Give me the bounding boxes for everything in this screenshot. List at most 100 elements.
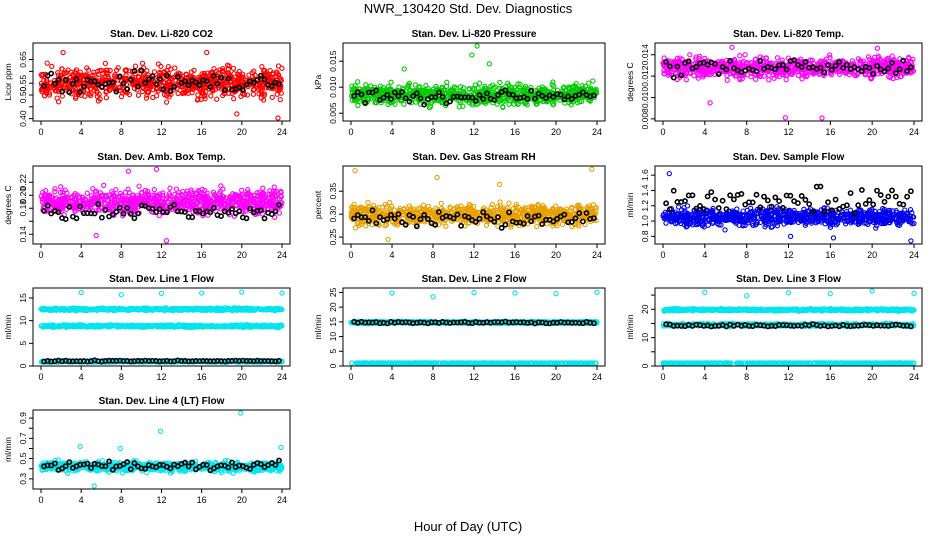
data-point	[269, 94, 275, 101]
reference-point	[163, 72, 170, 79]
outlier-point	[496, 181, 503, 188]
data-point	[81, 80, 88, 87]
reference-point	[127, 77, 134, 83]
x-tick-label: 4	[702, 127, 707, 137]
reference-point	[62, 76, 69, 83]
data-point	[98, 67, 105, 74]
reference-point	[135, 210, 141, 217]
x-tick-label: 8	[119, 250, 124, 260]
data-point	[176, 79, 182, 85]
data-point	[182, 89, 188, 96]
data-point	[278, 90, 284, 96]
data-point	[172, 65, 178, 71]
data-point	[352, 225, 359, 231]
reference-point	[41, 83, 47, 89]
panel-ylabel: kPa	[313, 74, 323, 89]
data-point	[250, 87, 257, 93]
reference-point	[62, 216, 69, 222]
data-point	[45, 86, 51, 92]
reference-point	[203, 78, 210, 85]
figure-title: NWR_130420 Std. Dev. Diagnostics	[364, 1, 573, 16]
data-point	[675, 204, 682, 210]
outlier-point	[204, 49, 210, 56]
outlier-point	[93, 232, 99, 239]
data-point	[88, 90, 94, 96]
data-point	[766, 77, 772, 83]
y-tick-label: 0.30	[328, 206, 338, 223]
reference-point	[753, 68, 760, 75]
data-point	[365, 199, 371, 206]
x-tick-label: 20	[551, 250, 561, 260]
data-point	[279, 65, 285, 71]
data-point	[663, 220, 669, 226]
data-point	[144, 86, 150, 92]
reference-point	[113, 88, 120, 95]
data-point	[226, 63, 232, 69]
reference-point	[99, 214, 105, 221]
data-point	[167, 185, 173, 191]
data-point	[534, 223, 540, 230]
reference-point	[236, 208, 243, 215]
reference-point	[182, 78, 188, 84]
outlier-point	[729, 44, 735, 50]
reference-point	[539, 221, 546, 227]
reference-point	[117, 204, 123, 211]
data-point	[85, 74, 91, 80]
x-tick-label: 24	[592, 250, 602, 260]
reference-point	[435, 209, 442, 215]
data-point	[163, 99, 170, 105]
reference-point	[268, 83, 275, 90]
data-point	[722, 227, 728, 233]
data-point	[87, 92, 94, 99]
x-tick-label: 0	[38, 250, 43, 260]
data-point	[401, 101, 407, 107]
data-point	[695, 75, 702, 81]
reference-point	[73, 215, 80, 222]
reference-point	[214, 80, 221, 87]
reference-point	[124, 86, 131, 92]
x-tick-label: 12	[469, 250, 479, 260]
data-point	[70, 71, 76, 78]
y-tick-label: 0.005	[328, 102, 338, 124]
data-point	[85, 67, 92, 73]
outlier-point	[125, 168, 132, 174]
data-point	[135, 92, 142, 98]
reference-point	[502, 221, 509, 228]
reference-point	[73, 76, 80, 83]
reference-point	[272, 208, 279, 215]
reference-point	[261, 215, 268, 222]
x-tick-label: 16	[197, 127, 207, 137]
x-tick-label: 12	[156, 250, 166, 260]
reference-point	[113, 208, 120, 215]
data-point	[752, 76, 759, 82]
data-point	[506, 200, 512, 206]
x-tick-label: 16	[197, 250, 207, 260]
outlier-point	[153, 166, 160, 172]
data-point	[231, 96, 237, 102]
data-point	[724, 77, 730, 83]
x-tick-label: 16	[510, 127, 520, 137]
reference-point	[117, 73, 123, 80]
data-points	[38, 166, 285, 244]
data-point	[355, 102, 361, 109]
data-point	[59, 93, 65, 99]
data-point	[73, 70, 79, 77]
reference-point	[52, 80, 58, 87]
data-point	[136, 183, 142, 189]
data-point	[198, 96, 204, 103]
reference-point	[59, 88, 65, 95]
x-tick-label: 0	[348, 250, 353, 260]
data-points	[348, 166, 599, 243]
reference-point	[218, 213, 224, 219]
reference-point	[189, 214, 196, 221]
data-point	[742, 52, 748, 58]
x-tick-label: 24	[592, 127, 602, 137]
data-point	[64, 85, 70, 91]
data-point	[274, 86, 280, 93]
reference-point	[95, 81, 102, 88]
reference-point	[192, 79, 199, 86]
data-point	[191, 67, 197, 74]
